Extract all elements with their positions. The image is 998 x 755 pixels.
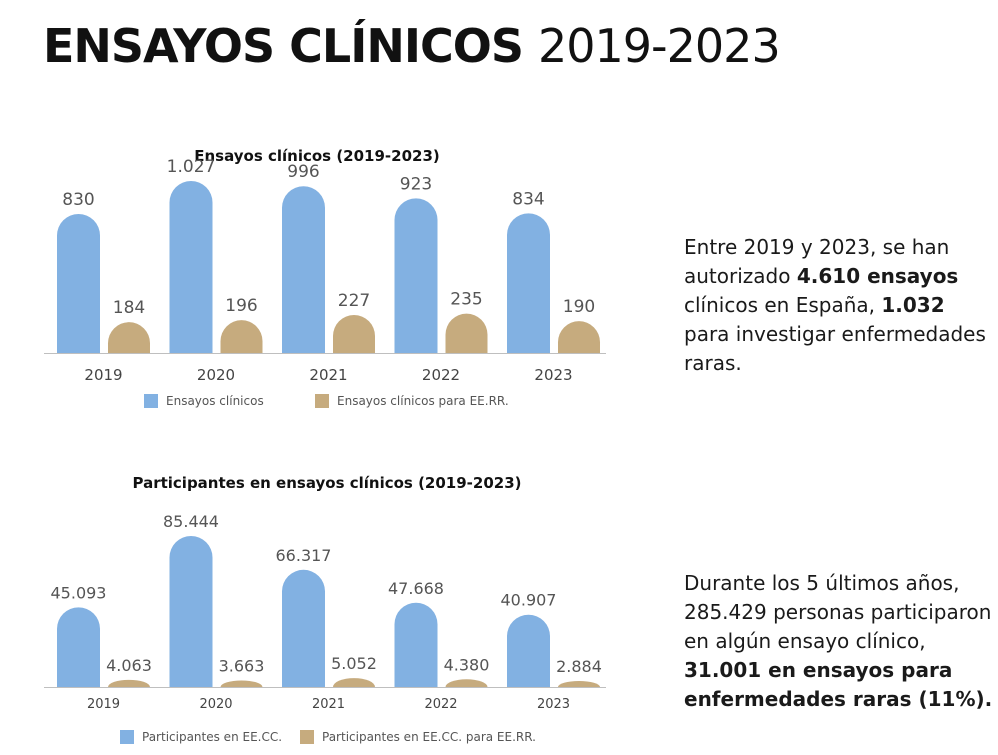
data-label: 227 bbox=[338, 291, 370, 311]
data-label: 40.907 bbox=[501, 591, 557, 610]
data-label: 196 bbox=[225, 296, 257, 316]
category-label: 2020 bbox=[199, 697, 232, 712]
participants-summary-text: Durante los 5 últimos años, 285.429 pers… bbox=[684, 569, 994, 714]
category-label: 2021 bbox=[312, 697, 345, 712]
bar-secondary bbox=[220, 680, 263, 687]
data-label: 2.884 bbox=[556, 657, 602, 676]
bar-primary bbox=[282, 186, 325, 353]
bar-primary bbox=[57, 607, 100, 687]
legend-label: Participantes en EE.CC. para EE.RR. bbox=[322, 730, 536, 744]
category-label: 2022 bbox=[424, 697, 457, 712]
participants-bar-chart: Participantes en ensayos clínicos (2019-… bbox=[44, 474, 606, 744]
category-label: 2022 bbox=[422, 366, 460, 384]
bar-primary bbox=[394, 602, 438, 687]
legend-label: Participantes en EE.CC. bbox=[142, 730, 282, 744]
category-label: 2023 bbox=[537, 697, 570, 712]
data-label: 47.668 bbox=[388, 579, 444, 598]
bar-secondary bbox=[445, 313, 488, 353]
data-label: 3.663 bbox=[219, 657, 265, 676]
data-label: 830 bbox=[62, 190, 94, 210]
summary-segment: para investigar enfermedades raras. bbox=[684, 322, 986, 375]
bar-secondary bbox=[558, 681, 600, 687]
bar-secondary bbox=[108, 679, 150, 687]
bar-primary bbox=[169, 536, 213, 687]
summary-segment: Entre 2019 y 2023, se han autorizado bbox=[684, 235, 950, 288]
chart-title: Ensayos clínicos (2019-2023) bbox=[194, 147, 440, 165]
legend-label: Ensayos clínicos bbox=[166, 394, 264, 408]
bar-secondary bbox=[445, 679, 488, 687]
bar-primary bbox=[507, 614, 550, 687]
summary-segment: Durante los 5 últimos años, 285.429 pers… bbox=[684, 571, 992, 653]
bar-primary bbox=[394, 198, 438, 353]
bar-secondary bbox=[220, 320, 263, 353]
bar-secondary bbox=[558, 321, 600, 353]
page-title-main: ENSAYOS CLÍNICOS bbox=[43, 19, 524, 73]
category-label: 2021 bbox=[309, 366, 347, 384]
bar-primary bbox=[507, 213, 550, 353]
bar-secondary bbox=[333, 314, 375, 353]
bar-secondary bbox=[108, 322, 150, 353]
data-label: 923 bbox=[400, 174, 432, 194]
summary-segment: 4.610 ensayos bbox=[796, 264, 959, 288]
bar-secondary bbox=[333, 678, 375, 687]
data-label: 184 bbox=[113, 298, 145, 318]
data-label: 5.052 bbox=[331, 654, 377, 673]
legend-swatch bbox=[315, 394, 329, 408]
data-label: 85.444 bbox=[163, 512, 219, 531]
summary-segment: 1.032 bbox=[881, 293, 945, 317]
data-label: 66.317 bbox=[276, 546, 332, 565]
chart-title: Participantes en ensayos clínicos (2019-… bbox=[132, 474, 521, 492]
bar-primary bbox=[282, 569, 325, 687]
data-label: 4.063 bbox=[106, 656, 152, 675]
data-label: 996 bbox=[287, 162, 319, 182]
page-title: ENSAYOS CLÍNICOS 2019-2023 bbox=[43, 14, 781, 78]
legend-swatch bbox=[144, 394, 158, 408]
data-label: 4.380 bbox=[444, 655, 490, 674]
bar-primary bbox=[57, 214, 100, 353]
category-label: 2020 bbox=[197, 366, 235, 384]
category-label: 2019 bbox=[84, 366, 122, 384]
legend-swatch bbox=[300, 730, 314, 744]
category-label: 2019 bbox=[87, 697, 120, 712]
data-label: 1.027 bbox=[167, 157, 216, 177]
legend-label: Ensayos clínicos para EE.RR. bbox=[337, 394, 509, 408]
summary-segment: clínicos en España, bbox=[684, 293, 882, 317]
data-label: 834 bbox=[512, 189, 544, 209]
bar-primary bbox=[169, 181, 213, 353]
legend-swatch bbox=[120, 730, 134, 744]
data-label: 235 bbox=[450, 290, 482, 310]
category-label: 2023 bbox=[534, 366, 572, 384]
data-label: 190 bbox=[563, 297, 595, 317]
data-label: 45.093 bbox=[51, 583, 107, 602]
trials-summary-text: Entre 2019 y 2023, se han autorizado 4.6… bbox=[684, 233, 994, 378]
trials-bar-chart: Ensayos clínicos (2019-2023) 830 184 2019 1.… bbox=[44, 147, 606, 408]
summary-segment: 31.001 en ensayos para enfermedades rara… bbox=[684, 658, 993, 711]
page-title-years: 2019-2023 bbox=[537, 19, 781, 73]
